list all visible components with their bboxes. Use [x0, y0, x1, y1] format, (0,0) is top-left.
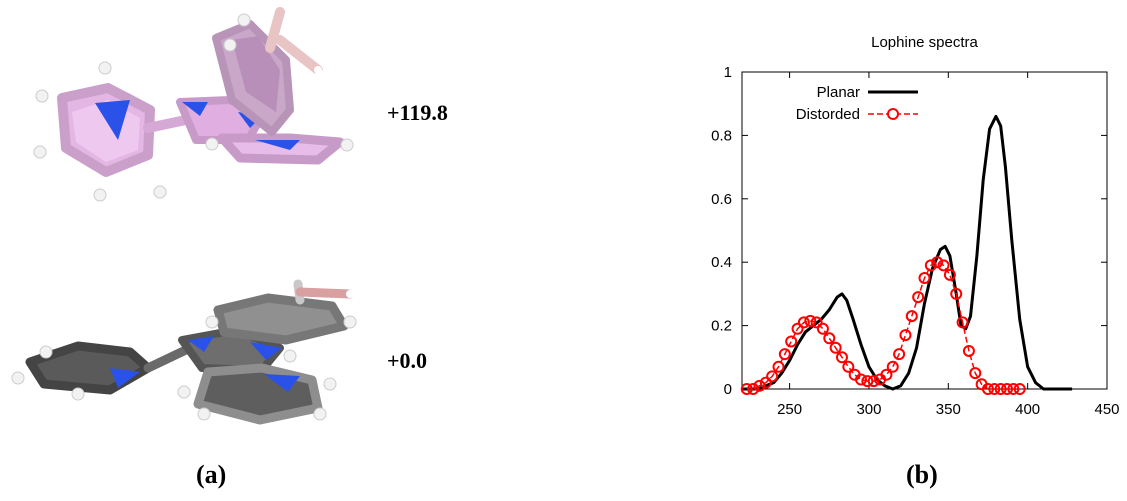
- panel-b-caption: (b): [906, 460, 938, 489]
- distorded-point: [899, 329, 912, 342]
- distorded-series-line: [746, 261, 1020, 390]
- plot-frame: [741, 71, 1108, 390]
- distorded-point: [855, 373, 868, 386]
- distorded-point: [829, 341, 842, 354]
- x-tick-label: 450: [1094, 401, 1119, 418]
- distorded-point: [893, 348, 906, 361]
- y-tick-label: 0: [724, 381, 732, 398]
- distorded-point: [766, 370, 779, 383]
- distorded-point: [937, 259, 950, 272]
- energy-label-bottom: +0.0: [387, 348, 428, 373]
- distorded-point: [740, 383, 753, 395]
- distorded-point: [950, 287, 963, 300]
- y-tick-label: 0.6: [711, 191, 732, 208]
- distorded-point: [778, 348, 791, 361]
- planar-series-line: [742, 114, 1073, 391]
- distorted-molecule: [33, 7, 354, 202]
- distorded-point: [753, 379, 766, 392]
- distorded-point: [1013, 383, 1026, 395]
- distorded-point: [791, 322, 804, 335]
- distorded-point: [842, 360, 855, 373]
- panel-a-caption: (a): [196, 460, 227, 489]
- molecule-structures: [11, 7, 368, 425]
- distorded-point: [804, 314, 817, 327]
- distorded-point: [1001, 383, 1014, 395]
- distorded-point: [981, 383, 994, 395]
- distorded-point: [867, 375, 880, 388]
- x-tick-label: 300: [856, 401, 881, 418]
- distorded-point: [905, 310, 918, 323]
- distorded-point: [962, 344, 975, 357]
- y-tick-label: 0.4: [711, 254, 732, 271]
- x-tick-label: 350: [936, 401, 961, 418]
- x-tick-label: 400: [1015, 401, 1040, 418]
- y-tick-label: 0.2: [711, 318, 732, 335]
- y-tick-label: 1: [724, 64, 732, 81]
- x-tick-label: 250: [777, 401, 802, 418]
- distorded-point: [823, 332, 836, 345]
- energy-label-top: +119.8: [387, 100, 448, 125]
- distorded-point: [969, 367, 982, 380]
- y-tick-label: 0.8: [711, 127, 732, 144]
- distorded-point: [994, 383, 1007, 395]
- distorded-point: [816, 322, 829, 335]
- legend-marker-distorded: [887, 108, 899, 120]
- distorded-point: [880, 368, 893, 381]
- legend-label-distorded: Distorded: [796, 106, 860, 123]
- legend-label-planar: Planar: [817, 84, 860, 101]
- distorded-point: [861, 375, 874, 388]
- distorded-point: [759, 376, 772, 389]
- distorded-point: [810, 316, 823, 329]
- planar-molecule: [11, 279, 368, 425]
- distorded-point: [772, 360, 785, 373]
- distorded-point: [956, 316, 969, 329]
- distorded-point: [797, 316, 810, 329]
- distorded-point: [918, 272, 931, 285]
- chart-title: Lophine spectra: [871, 34, 978, 51]
- distorded-point: [747, 383, 760, 395]
- distorded-point: [924, 259, 937, 272]
- distorded-point: [1007, 383, 1020, 395]
- distorded-point: [912, 291, 925, 304]
- distorded-point: [886, 360, 899, 373]
- distorded-point: [943, 268, 956, 281]
- distorded-point: [785, 335, 798, 348]
- distorded-point: [835, 351, 848, 364]
- distorded-point: [988, 383, 1001, 395]
- distorded-point: [931, 256, 944, 269]
